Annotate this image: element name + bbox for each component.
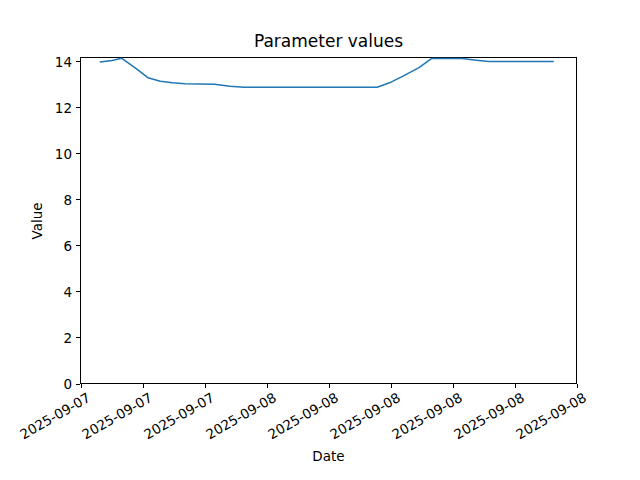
y-tick-label: 14 <box>55 54 72 70</box>
chart-title: Parameter values <box>80 31 577 51</box>
x-tick <box>143 384 144 388</box>
plot-area <box>80 57 577 384</box>
y-tick <box>76 107 80 108</box>
x-tick <box>453 384 454 388</box>
chart-figure: Parameter values 0 2 4 6 8 10 12 14 2025-09-0720… <box>0 0 640 480</box>
y-tick-label: 12 <box>55 100 72 116</box>
x-tick <box>391 384 392 388</box>
x-axis-label: Date <box>80 448 577 464</box>
x-tick <box>267 384 268 388</box>
x-tick <box>329 384 330 388</box>
y-tick-label: 4 <box>63 284 72 300</box>
y-axis-label: Value <box>29 202 45 239</box>
y-tick-label: 0 <box>63 376 72 392</box>
x-tick <box>81 384 82 388</box>
x-tick <box>577 384 578 388</box>
y-tick-label: 2 <box>63 330 72 346</box>
y-tick-label: 6 <box>63 238 72 254</box>
y-tick <box>76 61 80 62</box>
x-tick-label: 2025-09-07 <box>79 390 154 442</box>
y-tick <box>76 199 80 200</box>
x-tick-label: 2025-09-07 <box>17 390 92 442</box>
y-tick-label: 8 <box>63 192 72 208</box>
y-tick <box>76 384 80 385</box>
x-tick <box>515 384 516 388</box>
y-tick <box>76 337 80 338</box>
y-tick <box>76 153 80 154</box>
x-tick <box>205 384 206 388</box>
y-tick <box>76 291 80 292</box>
y-tick <box>76 245 80 246</box>
y-tick-label: 10 <box>55 146 72 162</box>
